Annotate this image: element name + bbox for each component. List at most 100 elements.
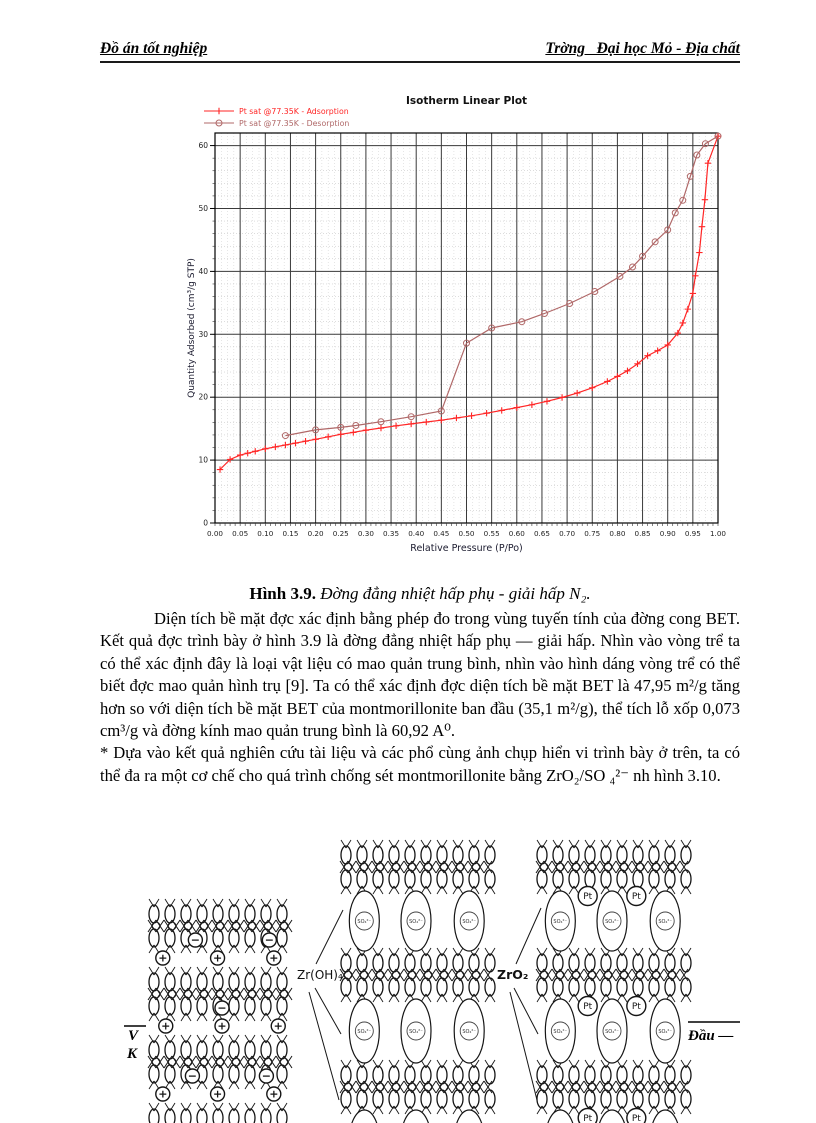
y-tick-label: 30 <box>198 330 208 339</box>
sulfate-label: SO₄²⁻ <box>553 919 567 925</box>
sulfate-label: SO₄²⁻ <box>605 1029 619 1035</box>
x-tick-label: 0.40 <box>408 529 424 538</box>
mechanism-diagram-svg: − −−− −+ + ++ + ++ + +SO₄²⁻ SO₄²⁻ SO₄²⁻SO₄²⁻ SO₄²⁻ S… <box>124 839 740 1123</box>
mechanism-diagram: − − − − − + + + + + + + + + SO₄²⁻ SO₄²⁻ SO₄²⁻ SO₄²⁻ SO₄²⁻ S… <box>100 838 740 1123</box>
pillar-ellipse <box>649 998 681 1064</box>
pillar-ellipse <box>652 1109 679 1123</box>
pillar-ellipse <box>547 1109 574 1123</box>
pillar-ellipse <box>453 998 485 1064</box>
x-tick-label: 0.75 <box>584 529 600 538</box>
svg-text:+: + <box>161 1020 170 1033</box>
pt-label: Pt <box>632 1002 641 1012</box>
pt-label: Pt <box>632 1114 641 1123</box>
y-tick-label: 20 <box>198 393 208 402</box>
sulfate-label: SO₄²⁻ <box>553 1029 567 1035</box>
x-tick-label: 0.55 <box>484 529 500 538</box>
figure-caption: Hình 3.9. Đờng đẳng nhiệt hấp phụ - giải… <box>100 584 740 604</box>
x-tick-label: 0.05 <box>232 529 248 538</box>
pillar-ellipse <box>544 998 576 1064</box>
anion-icon <box>214 1000 230 1016</box>
x-tick-label: 0.80 <box>609 529 625 538</box>
x-tick-label: 0.85 <box>635 529 651 538</box>
x-tick-label: 0.95 <box>685 529 701 538</box>
y-axis-label: Quantity Adsorbed (cm³/g STP) <box>187 258 197 398</box>
cation-icon <box>209 950 226 966</box>
pillar-ellipse <box>456 1109 483 1123</box>
sulfate-label: SO₄²⁻ <box>658 919 672 925</box>
svg-text:+: + <box>213 952 222 965</box>
margin-k-label: K <box>126 1046 138 1062</box>
pillar-ellipse <box>596 890 628 952</box>
y-tick-label: 10 <box>198 456 208 465</box>
pt-particle-icon <box>626 1107 647 1123</box>
pillar-ellipse <box>649 890 681 952</box>
svg-text:+: + <box>158 1088 167 1101</box>
cation-icon <box>214 1018 230 1034</box>
header-left: Đồ án tốt nghiệp <box>100 40 208 57</box>
pillar-ellipse <box>348 890 380 952</box>
svg-text:+: + <box>269 952 278 965</box>
series-line <box>219 135 719 470</box>
margin-v-label: V <box>128 1028 140 1044</box>
cation-icon <box>270 1018 286 1034</box>
pt-particle-icon <box>577 885 598 907</box>
pt-particle-icon <box>577 995 598 1017</box>
x-tick-label: 0.50 <box>458 529 474 538</box>
y-tick-label: 60 <box>198 141 208 150</box>
x-tick-label: 0.65 <box>534 529 550 538</box>
svg-text:+: + <box>274 1020 283 1033</box>
svg-text:+: + <box>217 1020 226 1033</box>
x-tick-label: 0.35 <box>383 529 399 538</box>
margin-dau-label: Đầu — <box>687 1028 733 1044</box>
pillar-ellipse <box>351 1109 378 1123</box>
x-tick-label: 0.15 <box>282 529 298 538</box>
body-text: Diện tích bề mặt đợc xác định bằng phép … <box>100 608 740 787</box>
sulfate-label: SO₄²⁻ <box>409 919 423 925</box>
pt-label: Pt <box>583 892 592 902</box>
sulfate-label: SO₄²⁻ <box>462 1029 476 1035</box>
cation-icon <box>266 1086 282 1102</box>
paragraph-1: Diện tích bề mặt đợc xác định bằng phép … <box>100 609 740 741</box>
sulfate-label: SO₄²⁻ <box>658 1029 672 1035</box>
svg-text:−: − <box>188 1070 197 1083</box>
pillar-ellipse <box>599 1109 625 1123</box>
cation-icon <box>158 1018 174 1034</box>
x-tick-label: 0.10 <box>257 529 273 538</box>
isotherm-chart: 0.00 0.05 0.10 0.15 0.20 0.25 0.30 0.35 0.40 0.45… <box>184 88 740 566</box>
pillar-ellipse <box>400 998 432 1064</box>
figure-caption-text: Đờng đẳng nhiệt hấp phụ - giải hấp N₂. <box>315 584 591 603</box>
cation-icon <box>266 950 282 966</box>
anion-icon <box>258 1068 275 1084</box>
pt-particle-icon <box>577 1107 598 1123</box>
sulfate-label: SO₄²⁻ <box>462 919 476 925</box>
chart-title: Isotherm Linear Plot <box>406 95 527 107</box>
pt-label: Pt <box>583 1002 592 1012</box>
anion-icon <box>187 932 204 948</box>
sulfate-label: SO₄²⁻ <box>409 1029 423 1035</box>
figure-caption-label: Hình 3.9. <box>249 584 316 603</box>
sulfate-label: SO₄²⁻ <box>357 919 371 925</box>
pt-label: Pt <box>583 1114 592 1123</box>
y-tick-label: 50 <box>198 204 208 213</box>
x-axis-label: Relative Pressure (P/Po) <box>410 543 522 554</box>
pt-label: Pt <box>632 892 641 902</box>
anion-icon <box>261 932 278 948</box>
pt-particle-icon <box>626 995 647 1017</box>
pillar-ellipse <box>453 890 485 952</box>
svg-text:+: + <box>269 1088 278 1101</box>
pillar-ellipse <box>596 998 628 1064</box>
zro2-label: ZrO₂ <box>497 967 528 982</box>
y-tick-label: 0 <box>203 519 208 528</box>
zroh4-label: Zr(OH)₄ <box>297 968 343 982</box>
svg-text:+: + <box>158 952 167 965</box>
anion-icon <box>184 1068 201 1084</box>
page-header: Đồ án tốt nghiệp Trờng Đại học Mỏ - Địa … <box>100 40 740 63</box>
pt-particle-icon <box>626 885 647 907</box>
series-line <box>285 135 719 437</box>
x-tick-label: 0.60 <box>509 529 525 538</box>
header-right: Trờng Đại học Mỏ - Địa chất <box>545 40 740 57</box>
legend-entry: Pt sat @77.35K - Desorption <box>239 119 349 128</box>
legend-entry: Pt sat @77.35K - Adsorption <box>239 107 349 116</box>
sulfate-label: SO₄²⁻ <box>605 919 619 925</box>
